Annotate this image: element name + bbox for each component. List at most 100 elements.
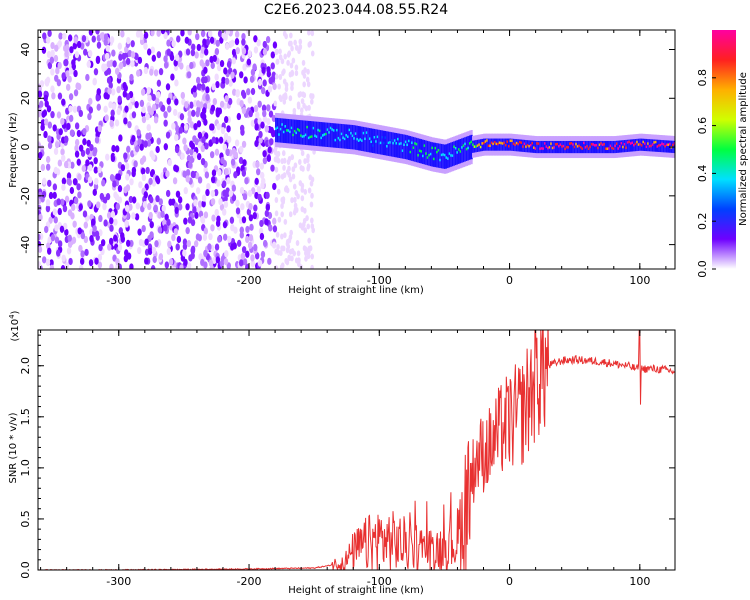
noise-cell	[87, 112, 92, 121]
noise-cell	[56, 249, 61, 257]
ridge-band	[307, 120, 311, 146]
ridge-core	[292, 133, 295, 137]
noise-cell	[300, 98, 305, 105]
noise-cell	[231, 184, 237, 192]
ridge-core	[628, 140, 631, 144]
noise-cell	[167, 105, 172, 113]
noise-cell	[201, 136, 206, 144]
noise-cell	[80, 232, 86, 240]
ridge-band	[329, 122, 332, 148]
noise-cell	[233, 171, 238, 179]
noise-cell	[209, 151, 215, 159]
noise-cell	[300, 224, 305, 231]
ridge-core	[492, 142, 495, 146]
ridge-band	[543, 140, 547, 154]
noise-cell	[184, 36, 190, 44]
ridge-band	[493, 138, 497, 151]
ridge-core	[550, 142, 553, 145]
noise-cell	[63, 135, 69, 144]
x-tick-label: -100	[367, 575, 392, 588]
noise-cell	[183, 144, 188, 152]
noise-cell	[292, 209, 297, 216]
ridge-core	[392, 141, 395, 145]
noise-cell	[217, 169, 222, 177]
snr-panel: -300 -200 -100 0 100 0.0 0.5 1.0 1.5 2.0 Height o…	[8, 310, 676, 596]
noise-cell	[286, 59, 290, 66]
noise-cell	[267, 257, 272, 265]
noise-cell	[75, 82, 80, 90]
noise-cell	[68, 105, 73, 113]
ridge-band	[301, 120, 304, 145]
noise-cell	[238, 259, 244, 267]
noise-cell	[259, 219, 264, 228]
noise-cell	[141, 116, 147, 124]
noise-cell	[151, 103, 157, 111]
noise-cell	[160, 104, 166, 112]
ridge-core	[645, 145, 648, 149]
noise-cell	[107, 243, 112, 251]
noise-cell	[56, 198, 61, 206]
noise-cell	[62, 205, 68, 213]
noise-cell	[61, 254, 66, 262]
noise-cell	[76, 183, 81, 191]
noise-cell	[200, 46, 206, 54]
ridge-core	[423, 144, 426, 147]
ridge-band	[276, 117, 279, 143]
noise-cell	[165, 131, 171, 139]
noise-cell	[192, 90, 198, 98]
noise-cell	[91, 35, 96, 43]
colorbar-tick-label: 0.0	[696, 260, 709, 278]
ridge-band	[623, 140, 626, 153]
noise-cell	[226, 135, 232, 144]
noise-cell	[136, 69, 141, 77]
noise-cell	[154, 240, 159, 248]
noise-cell	[283, 186, 288, 193]
ridge-core	[314, 134, 317, 138]
noise-cell	[283, 232, 287, 239]
x-tick-label: -200	[237, 274, 262, 287]
ridge-band	[411, 136, 414, 161]
noise-cell	[253, 204, 258, 212]
noise-cell	[309, 201, 314, 208]
ridge-band	[389, 131, 392, 157]
noise-cell	[46, 105, 52, 113]
noise-cell	[51, 92, 56, 100]
noise-cell	[287, 254, 291, 261]
x-tick-label: 0	[506, 274, 513, 287]
ridge-core	[321, 134, 325, 137]
noise-cell	[106, 60, 112, 68]
noise-cell	[243, 76, 248, 84]
noise-cell	[88, 30, 94, 36]
noise-cell	[296, 101, 301, 108]
ridge-core	[559, 143, 562, 146]
noise-cell	[189, 61, 194, 70]
noise-cell	[152, 255, 157, 264]
ridge-core	[376, 135, 379, 139]
noise-cell	[197, 176, 203, 184]
ridge-core	[390, 139, 393, 142]
noise-cell	[305, 76, 310, 83]
noise-cell	[88, 97, 93, 105]
noise-cell	[230, 158, 236, 166]
noise-cell	[54, 141, 60, 149]
ridge-core	[475, 145, 478, 148]
noise-cell	[284, 82, 289, 89]
noise-cell	[150, 46, 155, 54]
noise-cell	[158, 68, 164, 76]
snr-multiplier-exp: 4	[8, 314, 16, 319]
noise-cell	[310, 98, 314, 105]
ridge-band	[540, 140, 544, 154]
snr-frame	[37, 329, 676, 571]
ridge-core	[411, 141, 414, 144]
ridge-core	[373, 135, 376, 139]
ridge-core	[348, 128, 351, 132]
noise-cell	[280, 233, 284, 240]
noise-cell	[172, 177, 178, 185]
noise-cell	[64, 262, 70, 269]
ridge-core	[334, 138, 337, 142]
noise-cell	[255, 160, 260, 169]
noise-cell	[77, 173, 82, 181]
noise-cell	[163, 55, 168, 63]
noise-cell	[149, 170, 155, 178]
noise-cell	[54, 236, 60, 244]
